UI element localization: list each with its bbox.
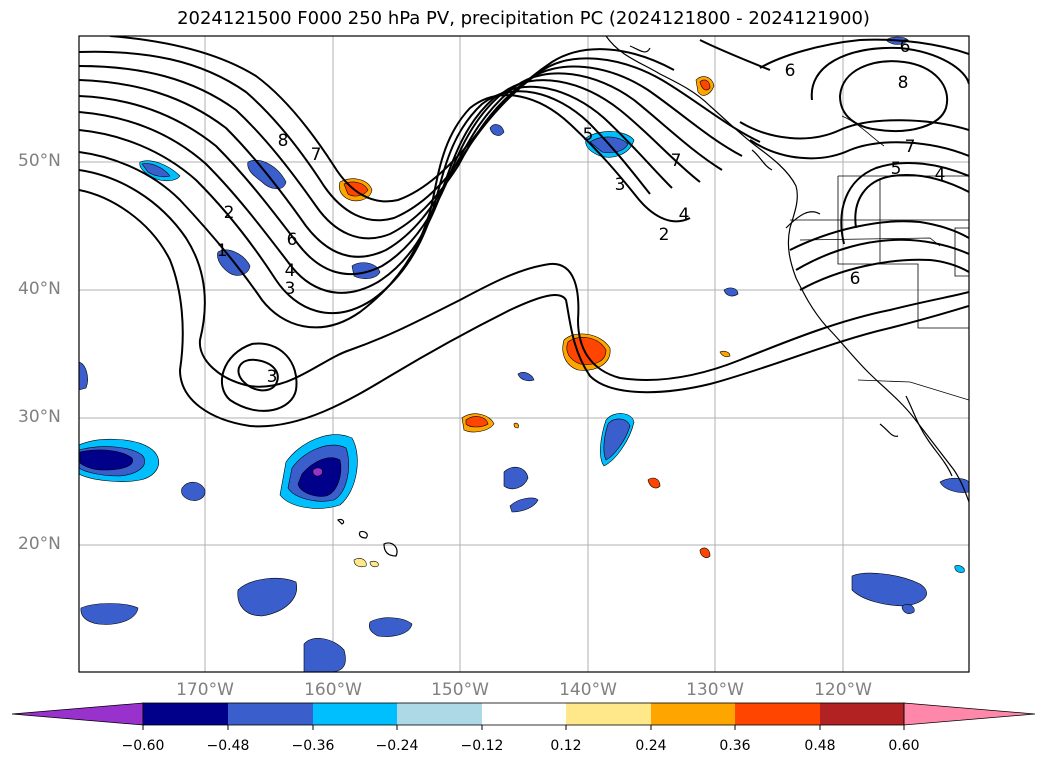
contour-label: 2 <box>224 203 235 223</box>
map-area: 6 8 6 8 7 5 4 5 3 4 2 7 6 8 2 7 6 4 3 1 … <box>79 36 969 672</box>
contour-label: 5 <box>583 125 594 145</box>
colorbar-tick-label: −0.36 <box>291 738 335 754</box>
contour-label: 4 <box>285 261 296 281</box>
pv-contours <box>79 36 969 428</box>
colorbar-segment <box>735 703 820 725</box>
colorbar-tick-label: 0.36 <box>719 738 751 754</box>
contour-label: 4 <box>679 205 690 225</box>
lat-label-30n: 30°N <box>18 407 61 427</box>
lat-label-40n: 40°N <box>18 279 61 299</box>
lon-label-130w: 130°W <box>686 680 744 700</box>
contour-label: 3 <box>615 175 626 195</box>
contour-label: 5 <box>891 159 902 179</box>
contour-label: 2 <box>659 225 670 245</box>
colorbar-segment <box>143 703 228 725</box>
colorbar-segment <box>566 703 651 725</box>
colorbar-tick-label: 0.60 <box>888 738 920 754</box>
contour-label: 3 <box>267 367 278 387</box>
contour-label: 8 <box>898 73 909 93</box>
contour-label: 7 <box>311 145 322 165</box>
colorbar-segment <box>651 703 735 725</box>
lon-label-140w: 140°W <box>559 680 617 700</box>
contour-label: 6 <box>785 61 796 81</box>
colorbar-tick-label: 0.24 <box>635 738 667 754</box>
contour-label: 7 <box>671 151 682 171</box>
colorbar-tick-label: −0.12 <box>460 738 504 754</box>
colorbar-segment <box>820 703 904 725</box>
contour-label: 7 <box>905 137 916 157</box>
contour-labels: 6 8 6 8 7 5 4 5 3 4 2 7 6 8 2 7 6 4 3 1 … <box>217 37 946 387</box>
lon-label-150w: 150°W <box>431 680 489 700</box>
colorbar-segment <box>228 703 313 725</box>
colorbar-tick-label: 0.48 <box>804 738 836 754</box>
lon-label-120w: 120°W <box>814 680 872 700</box>
colorbar-tick-label: −0.24 <box>375 738 419 754</box>
lon-label-160w: 160°W <box>304 680 362 700</box>
colorbar-extend-high <box>903 702 1036 726</box>
contour-label: 6 <box>900 37 911 57</box>
colorbar-tick-label: −0.60 <box>121 738 165 754</box>
lat-label-20n: 20°N <box>18 534 61 554</box>
colorbar <box>11 702 1036 730</box>
contour-label: 8 <box>278 131 289 151</box>
colorbar-extend-low <box>11 702 144 726</box>
contour-label: 6 <box>287 230 298 250</box>
contour-label: 4 <box>935 165 946 185</box>
graticule <box>79 36 969 672</box>
colorbar-tick-label: −0.48 <box>206 738 250 754</box>
contour-label: 6 <box>850 269 861 289</box>
colorbar-segment <box>397 703 482 725</box>
contour-label: 1 <box>217 241 228 261</box>
colorbar-segment <box>313 703 397 725</box>
colorbar-tick-label: 0.12 <box>550 738 582 754</box>
colorbar-segment <box>482 703 566 725</box>
map-frame <box>78 35 970 673</box>
coastlines <box>336 36 969 557</box>
contour-label: 3 <box>285 279 296 299</box>
map-title: 2024121500 F000 250 hPa PV, precipitatio… <box>177 8 870 29</box>
lat-label-50n: 50°N <box>18 151 61 171</box>
lon-label-170w: 170°W <box>176 680 234 700</box>
